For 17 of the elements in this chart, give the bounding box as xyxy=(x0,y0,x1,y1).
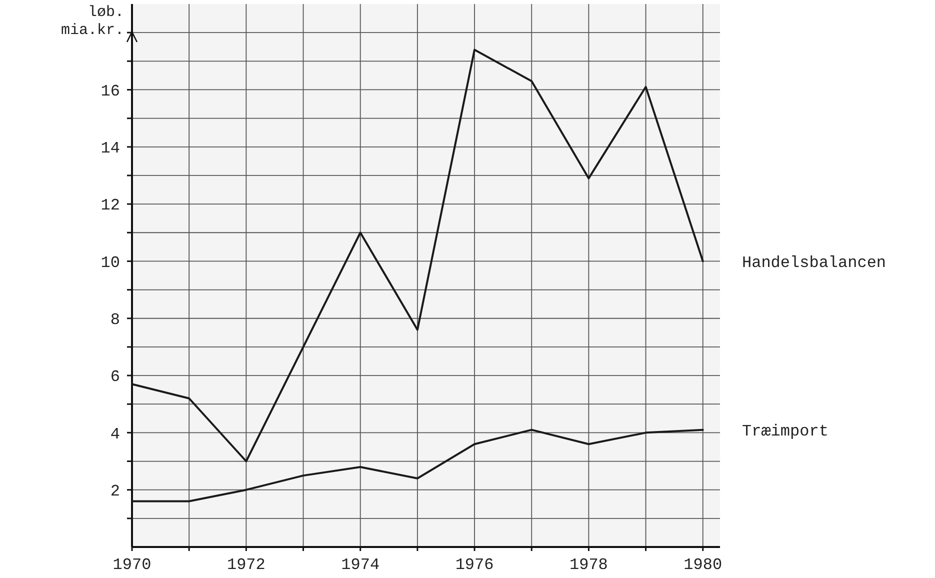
x-tick-label: 1980 xyxy=(684,556,722,574)
text: Handelsbalancen xyxy=(742,254,886,272)
y-tick-label: 16 xyxy=(100,82,120,100)
x-tick-label: 1970 xyxy=(112,556,152,574)
y-tick-label: 2 xyxy=(110,482,120,500)
y-tick-label: 12 xyxy=(100,196,120,215)
y-tick-label: 6 xyxy=(110,368,120,386)
x-tick-label: 1976 xyxy=(455,556,494,574)
y-tick-label: 8 xyxy=(110,310,120,329)
x-tick-label: 1978 xyxy=(569,556,608,574)
x-tick-label: 1972 xyxy=(226,556,266,574)
y-tick-label: 4 xyxy=(110,425,120,444)
y-tick-label: 14 xyxy=(100,139,120,158)
text: Træimport xyxy=(742,422,828,440)
y-axis-title: løb. mia.kr. xyxy=(60,4,124,39)
x-tick-label: 1974 xyxy=(341,556,380,574)
y-tick-label: 10 xyxy=(100,254,120,272)
